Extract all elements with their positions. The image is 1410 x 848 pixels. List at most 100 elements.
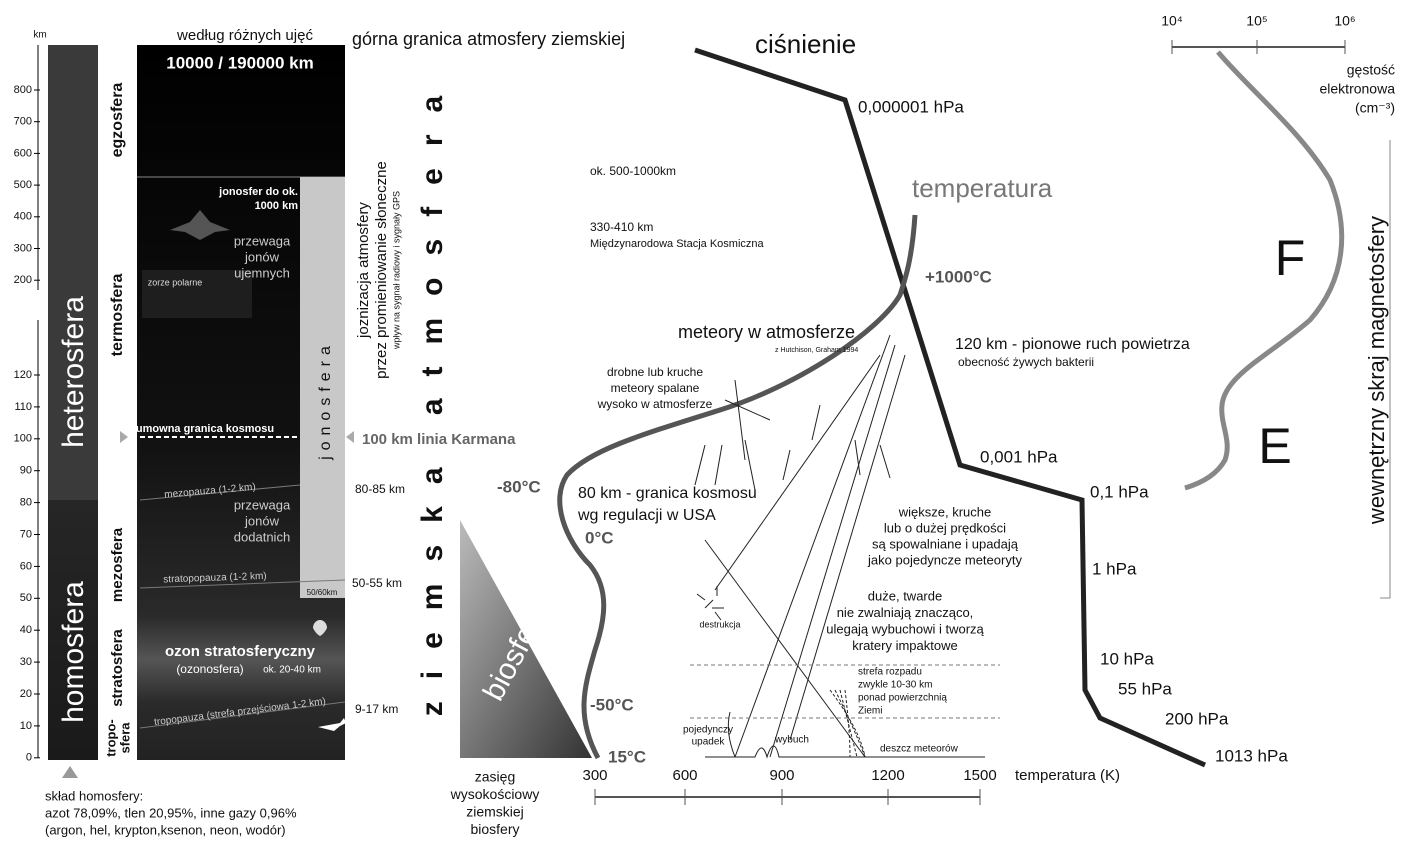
label: azot 78,09%, tlen 20,95%, inne gazy 0,96… [45, 805, 297, 820]
label: 10 hPa [1100, 649, 1154, 668]
tick-label: 0 [26, 752, 32, 764]
marker [346, 431, 354, 443]
label: 80-85 km [355, 482, 405, 496]
label: wysoko w atmosferze [597, 397, 713, 411]
label: gęstość [1347, 62, 1395, 78]
label: (cm⁻³) [1355, 100, 1395, 116]
page: Atmosfera ziemska {"axis":{"unit":"km","… [0, 0, 1410, 848]
layer-label: sfera [117, 722, 132, 754]
label: 9-17 km [355, 702, 398, 716]
layer-label: stratosfera [109, 629, 126, 707]
label: drobne lub kruche [607, 365, 703, 379]
label: jonosfer do ok. [218, 186, 298, 198]
marker [62, 766, 78, 778]
label: 1 hPa [1092, 559, 1137, 578]
label: ok. 500-1000km [590, 164, 676, 178]
curve-label: temperatura [912, 173, 1053, 203]
label: 15°C [608, 747, 646, 766]
label: (argon, hel, krypton,ksenon, neon, wodór… [45, 822, 286, 837]
tick-label: 800 [14, 84, 32, 96]
layer-label: egzosfera [109, 83, 126, 158]
label: jonów [244, 513, 280, 528]
label: joznizacja atmosfery [355, 202, 372, 339]
label: 1000 km [255, 200, 299, 212]
label: większe, kruche [898, 504, 991, 519]
label: 200 hPa [1165, 709, 1229, 728]
label: -50°C [590, 695, 634, 714]
tick-label: 90 [20, 465, 32, 477]
graphics [38, 45, 1390, 797]
layer-label: mezosfera [109, 527, 126, 602]
tick-label: 300 [582, 767, 607, 784]
label: nie zwalniają znacząco, [837, 605, 974, 620]
label: 80 km - granica kosmosu [578, 485, 757, 502]
tick-label: 10⁴ [1161, 13, 1183, 29]
label: przez promieniowanie słoneczne [373, 161, 390, 379]
tick-label: 700 [14, 116, 32, 128]
label: jonów [244, 249, 280, 264]
label: umowna granica kosmosu [136, 423, 274, 435]
label: 330-410 km [590, 220, 653, 234]
tick-label: 600 [672, 767, 697, 784]
label: duże, twarde [868, 588, 942, 603]
label: meteory w atmosferze [678, 322, 855, 342]
label: 0°C [585, 528, 614, 547]
label: są spowalniane i upadają [872, 536, 1019, 551]
tick-label: 20 [20, 688, 32, 700]
label: -80°C [497, 477, 541, 496]
tick-label: 70 [20, 528, 32, 540]
label: E [1258, 418, 1291, 474]
tick-label: 200 [14, 274, 32, 286]
label: +1000°C [925, 267, 992, 286]
marker [120, 431, 128, 443]
tick-label: 1200 [871, 767, 904, 784]
label: 55 hPa [1118, 679, 1172, 698]
label: wewnętrzny skraj magnetosfery [1364, 216, 1389, 525]
header: według różnych ujęć [176, 27, 313, 44]
label: elektronowa [1320, 81, 1396, 97]
label: lub o dużej prędkości [884, 520, 1006, 535]
tick-label: 900 [769, 767, 794, 784]
tick-label: 80 [20, 497, 32, 509]
label: dodatnich [234, 529, 290, 544]
label: F [1275, 230, 1306, 286]
tick-label: 10⁵ [1246, 13, 1267, 29]
tick-label: 120 [14, 369, 32, 381]
layer-label: heterosfera [57, 296, 90, 448]
layer-label: termosfera [109, 274, 126, 357]
label: pojedynczy [683, 725, 733, 736]
label: Ziemi [858, 706, 882, 717]
label: biosfery [470, 821, 519, 837]
tick-label: 600 [14, 147, 32, 159]
tick-label: 300 [14, 242, 32, 254]
label: jako pojedyncze meteoryty [867, 552, 1022, 567]
label: meteory spalane [611, 381, 700, 395]
layer-label: tropo- [103, 719, 118, 757]
label: ok. 20-40 km [263, 665, 321, 676]
body: km80070060050040030020012011010090807060… [0, 0, 1410, 848]
label: ponad powierzchnią [858, 693, 947, 704]
label: wg regulacji w USA [577, 507, 716, 524]
label: deszcz meteorów [880, 744, 959, 755]
label: (ozonosfera) [176, 662, 243, 676]
label: 50-55 km [352, 576, 402, 590]
label: ozon stratosferyczny [165, 643, 316, 660]
label: obecność żywych bakterii [958, 355, 1094, 369]
label: strefa rozpadu [858, 667, 922, 678]
curve-label: ciśnienie [755, 29, 856, 59]
label: kratery impaktowe [852, 638, 957, 653]
label: zasięg [475, 769, 515, 785]
label: destrukcja [699, 619, 740, 629]
tick-label: 10⁶ [1334, 13, 1355, 29]
tick-label: 50 [20, 592, 32, 604]
label: 50/60km [307, 588, 338, 597]
label: 120 km - pionowe ruch powietrza [955, 336, 1190, 353]
title: ziemska atmosfera [416, 74, 449, 716]
tick-label: 110 [14, 401, 32, 413]
label: Międzynarodowa Stacja Kosmiczna [590, 238, 765, 250]
axis-label: temperatura (K) [1015, 767, 1120, 784]
label: skład homosfery: [45, 788, 143, 803]
tick-label: 1500 [963, 767, 996, 784]
label: ulegają wybuchowi i tworzą [826, 621, 984, 636]
tick-label: 500 [14, 179, 32, 191]
